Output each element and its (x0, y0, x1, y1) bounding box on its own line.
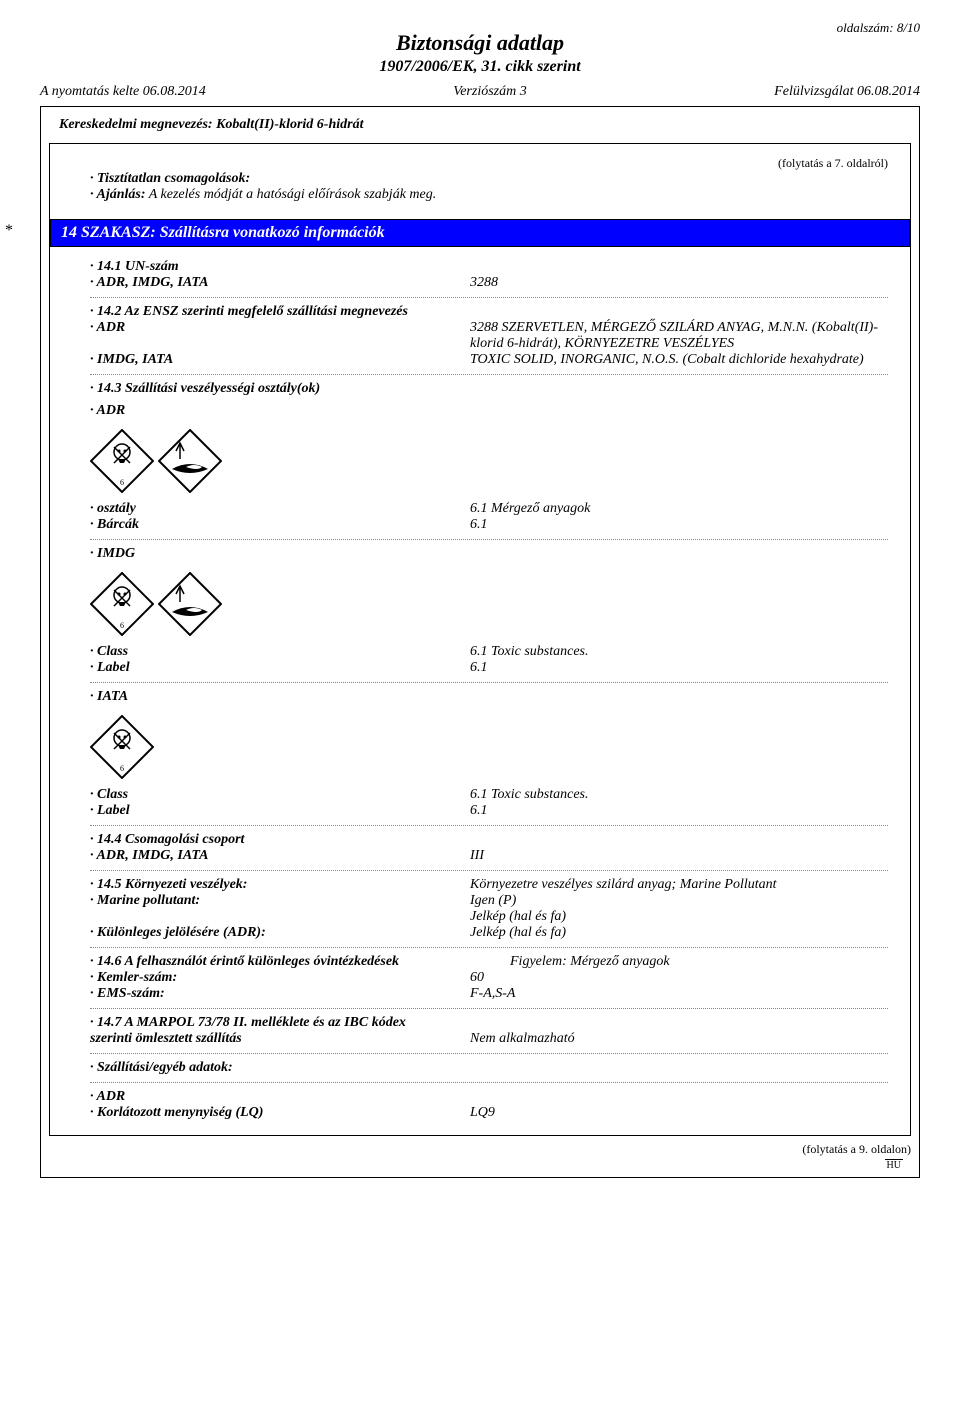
other-transport-heading: · Szállítási/egyéb adatok: (90, 1060, 888, 1076)
marine-pollutant-value-1: Igen (P) (470, 893, 888, 909)
other-adr-heading: · ADR (90, 1089, 888, 1105)
doc-title: Biztonsági adatlap (40, 30, 920, 56)
ems-value: F-A,S-A (470, 986, 888, 1002)
recommendation-line: · Ajánlás: A kezelés módját a hatósági e… (90, 187, 888, 203)
iata-label-label: · Label (90, 803, 470, 819)
iata-label-value: 6.1 (470, 803, 888, 819)
environment-hazard-icon (158, 572, 222, 636)
review-date: Felülvizsgálat 06.08.2014 (774, 84, 920, 100)
svg-text:6: 6 (120, 621, 124, 630)
iata-class-label: · Class (90, 787, 470, 803)
marine-pollutant-value-2: Jelkép (hal és fa) (470, 909, 888, 925)
section-14-header: * 14 SZAKASZ: Szállításra vonatkozó info… (50, 219, 910, 247)
s14-3-iata-heading: · IATA (90, 689, 888, 705)
continued-from: (folytatás a 7. oldalról) (72, 156, 888, 171)
imdg-class-label: · Class (90, 644, 470, 660)
divider (90, 374, 888, 375)
divider (90, 825, 888, 826)
header-row: A nyomtatás kelte 06.08.2014 Verziószám … (40, 84, 920, 100)
divider (90, 1053, 888, 1054)
divider (90, 1082, 888, 1083)
s14-4-heading: · 14.4 Csomagolási csoport (90, 832, 888, 848)
divider (90, 297, 888, 298)
s14-1-label: · ADR, IMDG, IATA (90, 275, 470, 291)
imdg-label-value: 6.1 (470, 660, 888, 676)
s14-1-heading: · 14.1 UN-szám (90, 259, 888, 275)
imdg-pictograms: 6 (90, 572, 888, 636)
s14-4-label: · ADR, IMDG, IATA (90, 848, 470, 864)
trade-name: Kereskedelmi megnevezés: Kobalt(II)-klor… (49, 117, 911, 143)
special-marking-label: · Különleges jelölésére (ADR): (90, 925, 470, 941)
s14-7-heading-line1: · 14.7 A MARPOL 73/78 II. melléklete és … (90, 1015, 888, 1031)
adr-pictograms: 6 (90, 429, 888, 493)
imdg-class-value: 6.1 Toxic substances. (470, 644, 888, 660)
asterisk-marker: * (5, 222, 13, 240)
s14-3-imdg-heading: · IMDG (90, 546, 888, 562)
outer-frame: Kereskedelmi megnevezés: Kobalt(II)-klor… (40, 106, 920, 1178)
s14-1-value: 3288 (470, 275, 888, 291)
divider (90, 1008, 888, 1009)
s14-2-imdg-value: TOXIC SOLID, INORGANIC, N.O.S. (Cobalt d… (470, 352, 888, 368)
barcak-value: 6.1 (470, 517, 888, 533)
s14-3-heading: · 14.3 Szállítási veszélyességi osztály(… (90, 381, 888, 397)
toxic-skull-icon: 6 (90, 715, 154, 779)
s14-2-imdg-label: · IMDG, IATA (90, 352, 470, 368)
divider (90, 947, 888, 948)
special-marking-value: Jelkép (hal és fa) (470, 925, 888, 941)
s14-3-adr-heading: · ADR (90, 403, 888, 419)
barcak-label: · Bárcák (90, 517, 470, 533)
s14-7-heading-line2: szerinti ömlesztett szállítás (90, 1031, 470, 1047)
doc-subtitle: 1907/2006/EK, 31. cikk szerint (40, 58, 920, 76)
s14-5-value: Környezetre veszélyes szilárd anyag; Mar… (470, 877, 888, 893)
divider (90, 870, 888, 871)
osztaly-value: 6.1 Mérgező anyagok (470, 501, 888, 517)
marine-pollutant-label: · Marine pollutant: (90, 893, 470, 909)
s14-7-value: Nem alkalmazható (470, 1031, 888, 1047)
ems-label: · EMS-szám: (90, 986, 470, 1002)
s14-6-value: Figyelem: Mérgező anyagok (510, 954, 888, 970)
hu-mark: HU (885, 1159, 903, 1171)
section-14-title: 14 SZAKASZ: Szállításra vonatkozó inform… (61, 224, 385, 241)
divider (90, 539, 888, 540)
version: Verziószám 3 (453, 84, 527, 100)
page: oldalszám: 8/10 Biztonsági adatlap 1907/… (0, 0, 960, 1198)
page-number: oldalszám: 8/10 (837, 20, 920, 36)
lq-label: · Korlátozott menynyiség (LQ) (90, 1105, 470, 1121)
kemler-value: 60 (470, 970, 888, 986)
continued-on: (folytatás a 9. oldalon) (49, 1142, 911, 1157)
svg-text:6: 6 (120, 764, 124, 773)
svg-text:6: 6 (120, 478, 124, 487)
iata-class-value: 6.1 Toxic substances. (470, 787, 888, 803)
kemler-label: · Kemler-szám: (90, 970, 470, 986)
s14-2-adr-value: 3288 SZERVETLEN, MÉRGEZŐ SZILÁRD ANYAG, … (470, 320, 888, 352)
recommendation-value: A kezelés módját a hatósági előírások sz… (146, 187, 437, 202)
environment-hazard-icon (158, 429, 222, 493)
lq-value: LQ9 (470, 1105, 888, 1121)
osztaly-label: · osztály (90, 501, 470, 517)
s14-2-heading: · 14.2 Az ENSZ szerinti megfelelő szállí… (90, 304, 888, 320)
title-block: Biztonsági adatlap 1907/2006/EK, 31. cik… (40, 30, 920, 76)
print-date: A nyomtatás kelte 06.08.2014 (40, 84, 206, 100)
content-frame: (folytatás a 7. oldalról) · Tisztítatlan… (49, 143, 911, 1136)
divider (90, 682, 888, 683)
toxic-skull-icon: 6 (90, 572, 154, 636)
uncleaned-packaging: · Tisztítatlan csomagolások: (90, 171, 888, 187)
s14-2-adr-label: · ADR (90, 320, 470, 336)
imdg-label-label: · Label (90, 660, 470, 676)
recommendation-label: · Ajánlás: (90, 187, 146, 202)
s14-6-heading: · 14.6 A felhasználót érintő különleges … (90, 954, 510, 970)
s14-4-value: III (470, 848, 888, 864)
toxic-skull-icon: 6 (90, 429, 154, 493)
s14-5-heading: · 14.5 Környezeti veszélyek: (90, 877, 470, 893)
